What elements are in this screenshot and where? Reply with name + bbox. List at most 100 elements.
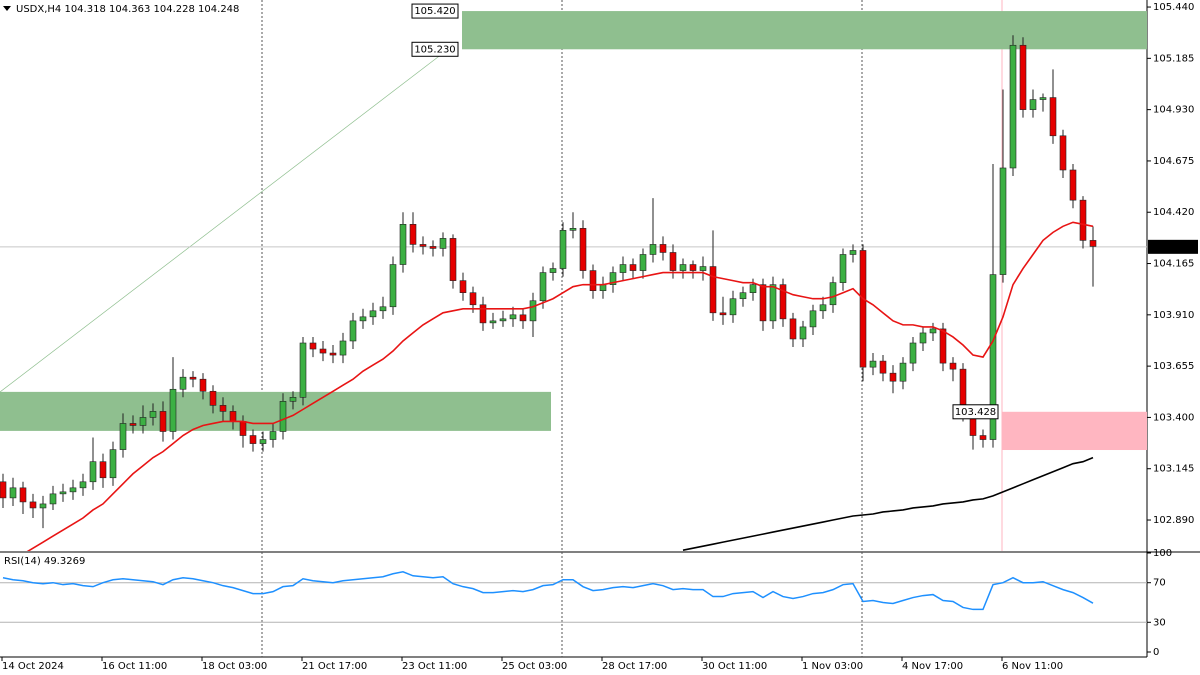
candle-body	[359, 316, 367, 322]
candle-body	[769, 284, 777, 322]
indicator-line	[26, 221, 1094, 551]
candle-body	[109, 449, 117, 479]
candle-body	[199, 378, 207, 392]
candle-body	[479, 304, 487, 324]
candle-body	[149, 411, 157, 418]
candle-body	[1059, 135, 1067, 171]
candle-body	[819, 304, 827, 312]
candle-body	[69, 487, 77, 493]
candle-body	[9, 487, 17, 499]
x-tick-label: 4 Nov 17:00	[902, 661, 963, 672]
y-tick-label: 103.910	[1153, 310, 1194, 321]
trend-line	[0, 43, 456, 393]
candle-body	[239, 421, 247, 436]
candle-body	[599, 284, 607, 291]
candle-body	[929, 328, 937, 334]
menu-arrow[interactable]	[3, 6, 11, 11]
candle-body	[399, 224, 407, 265]
candle-body	[459, 280, 467, 293]
candle-body	[859, 250, 867, 368]
y-tick-label: 105.440	[1153, 2, 1194, 13]
candle-body	[19, 487, 27, 503]
candle-body	[409, 224, 417, 245]
candle-body	[1049, 97, 1057, 137]
candle-body	[749, 284, 757, 293]
x-tick-label: 21 Oct 17:00	[302, 661, 367, 672]
candle-body	[49, 493, 57, 505]
candle-body	[619, 264, 627, 273]
y-tick-label: 102.890	[1153, 515, 1194, 526]
candle-body	[439, 238, 447, 249]
candle-body	[269, 431, 277, 440]
candle-body	[709, 266, 717, 314]
candle-body	[469, 292, 477, 306]
candle-body	[299, 342, 307, 398]
y-tick-label: 70	[1153, 578, 1166, 589]
candle-body	[849, 250, 857, 255]
candle-body	[339, 340, 347, 356]
y-tick-label: 104.675	[1153, 156, 1194, 167]
candle-body	[949, 362, 957, 370]
candle-body	[79, 481, 87, 489]
candle-body	[979, 435, 987, 440]
candle-body	[1019, 44, 1027, 110]
zone	[462, 11, 1147, 50]
candle-body	[429, 246, 437, 249]
last-price-label: 104.248	[1153, 242, 1194, 253]
candle-body	[119, 423, 127, 450]
candle-body	[1089, 240, 1097, 247]
candle-body	[349, 320, 357, 342]
candle-body	[589, 270, 597, 291]
candle-body	[669, 252, 677, 271]
candle-body	[639, 254, 647, 271]
candle-body	[579, 228, 587, 271]
y-tick-label: 103.400	[1153, 412, 1194, 423]
candle-body	[889, 372, 897, 382]
rsi-title: RSI(14) 49.3269	[4, 556, 85, 567]
last-price-box	[1148, 239, 1198, 254]
zone	[1002, 411, 1147, 451]
candle-body	[569, 228, 577, 231]
candle-body	[129, 423, 137, 426]
candle-body	[209, 390, 217, 406]
indicator-line	[682, 456, 1094, 551]
candle-body	[159, 411, 167, 432]
candle-body	[1069, 169, 1077, 201]
candle-body	[839, 254, 847, 283]
candle-body	[939, 328, 947, 364]
y-tick-label: 105.185	[1153, 53, 1194, 64]
candle-body	[189, 376, 197, 380]
zone-label: 103.428	[955, 407, 996, 418]
candle-body	[559, 230, 567, 269]
candle-body	[699, 266, 707, 271]
candle-body	[789, 318, 797, 340]
indicator-line	[2, 571, 1094, 611]
candle-body	[319, 348, 327, 354]
x-tick-label: 30 Oct 11:00	[702, 661, 767, 672]
y-tick-label: 104.930	[1153, 105, 1194, 116]
candle-body	[609, 272, 617, 285]
y-tick-label: 103.145	[1153, 464, 1194, 475]
candle-body	[139, 417, 147, 426]
candle-body	[659, 244, 667, 253]
x-tick-label: 18 Oct 03:00	[202, 661, 267, 672]
candle-body	[919, 332, 927, 344]
candle-body	[279, 401, 287, 432]
candle-body	[989, 274, 997, 440]
candle-body	[379, 306, 387, 312]
candle-body	[729, 298, 737, 316]
candle-body	[309, 342, 317, 350]
candle-body	[679, 264, 687, 271]
candle-body	[1009, 44, 1017, 169]
y-tick-label: 0	[1153, 647, 1159, 658]
candle-body	[799, 326, 807, 340]
candle-body	[999, 167, 1007, 275]
x-tick-label: 25 Oct 03:00	[502, 661, 567, 672]
candle-body	[879, 360, 887, 374]
chart-title: USDX,H4 104.318 104.363 104.228 104.248	[16, 4, 239, 15]
zone-label-box	[952, 404, 999, 420]
x-tick-label: 16 Oct 11:00	[102, 661, 167, 672]
y-tick-label: 103.655	[1153, 361, 1194, 372]
zone-label-box	[411, 41, 459, 57]
